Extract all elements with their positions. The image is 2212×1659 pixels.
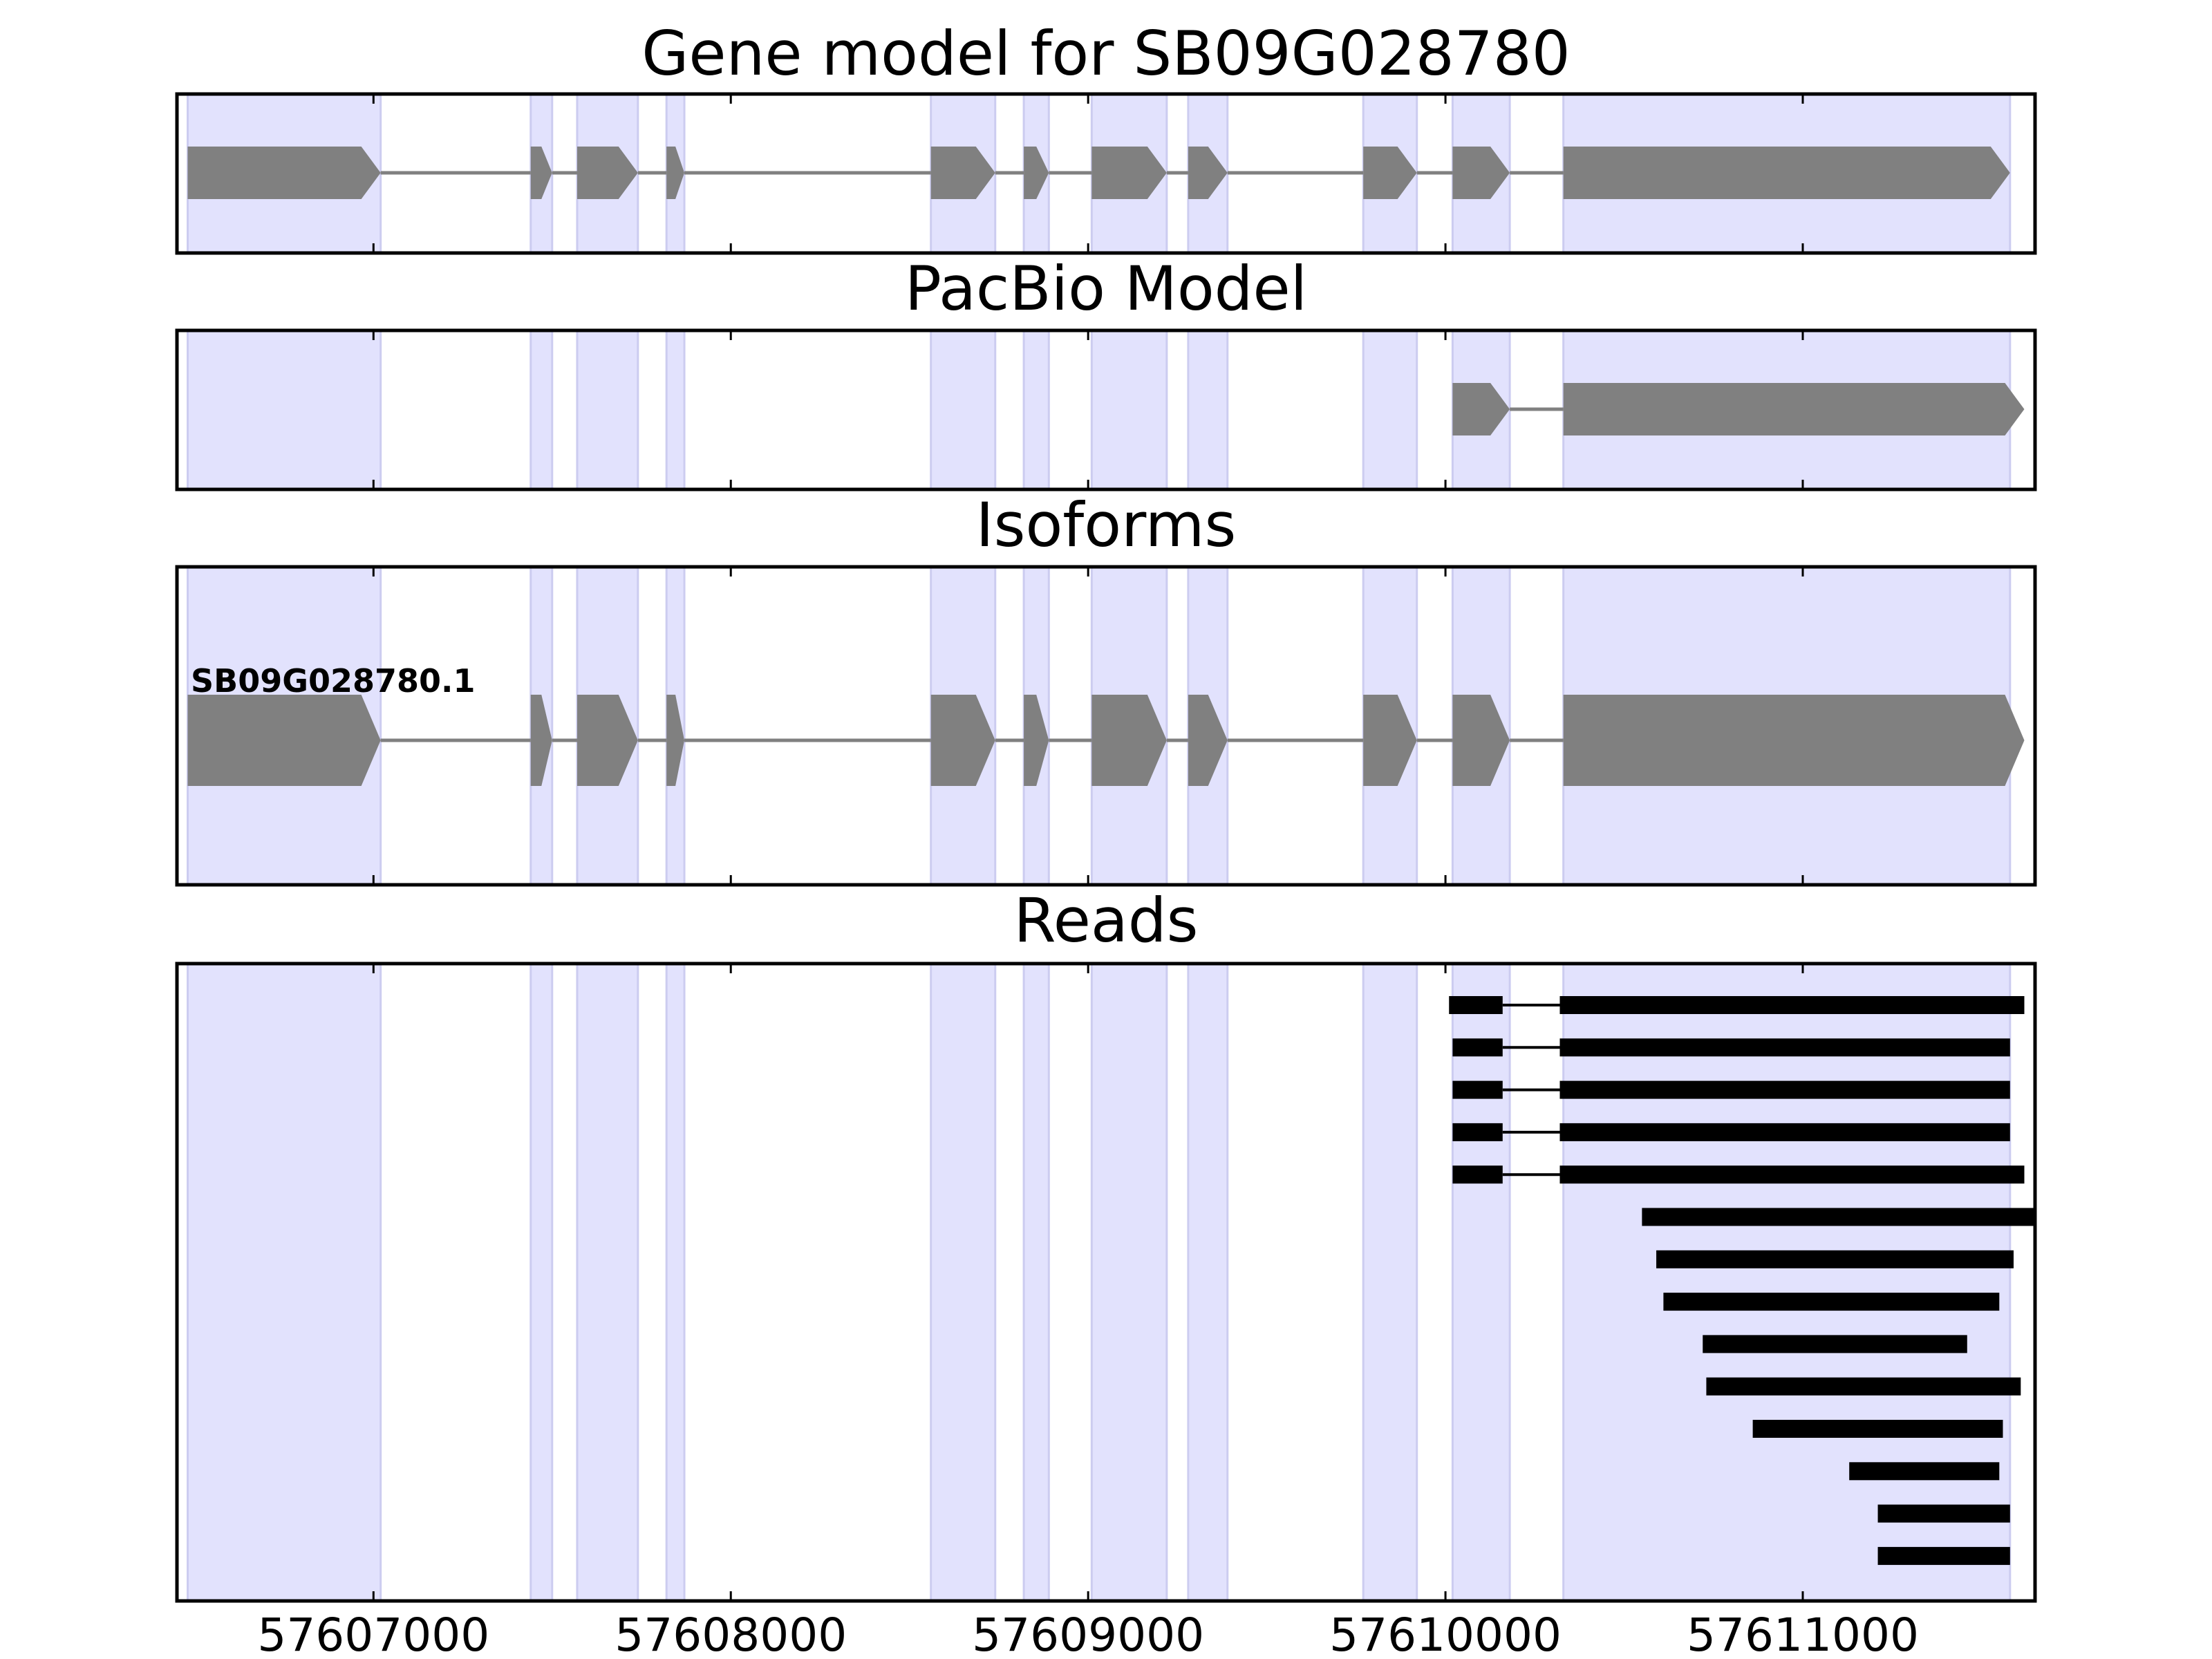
exon-block: [666, 147, 685, 199]
pacbio-model-panel: PacBio Model: [175, 253, 2037, 491]
exon-highlight-band: [930, 962, 997, 1602]
exon-highlight-band: [576, 962, 639, 1602]
exon-highlight-band: [1022, 962, 1050, 1602]
exon-block: [1452, 383, 1510, 435]
isoforms-panel: Isoforms SB09G028780.1: [175, 489, 2037, 887]
read-block: [1449, 996, 1503, 1014]
exon-block: [1091, 695, 1167, 786]
x-tick-label: 57611000: [1687, 1609, 1919, 1659]
x-axis-ticks: 57607000 57608000 57609000 57610000 57611000: [257, 1609, 1919, 1659]
exon-highlight-band: [576, 329, 639, 491]
exon-block: [187, 695, 381, 786]
isoform-label: SB09G028780.1: [191, 662, 475, 700]
read-block: [1642, 1208, 2035, 1226]
axes-frame: [175, 328, 2037, 491]
exon-highlight-band: [529, 329, 554, 491]
panel-title-isoforms: Isoforms: [976, 489, 1237, 561]
panel-title-pacbio-model: PacBio Model: [905, 253, 1307, 324]
exon-highlight-band: [1022, 329, 1050, 491]
exon-block: [930, 695, 995, 786]
panel-title-gene-model: Gene model for SB09G028780: [641, 18, 1571, 89]
exon-block: [1024, 147, 1049, 199]
exon-block: [666, 695, 685, 786]
read-block: [1452, 1165, 1503, 1184]
read-block: [1877, 1546, 2010, 1565]
reads-panel: Reads: [175, 885, 2037, 1603]
exon-block: [1024, 695, 1049, 786]
x-tick-label: 57608000: [615, 1609, 847, 1659]
read-block: [1452, 1038, 1503, 1057]
exon-block: [1452, 695, 1510, 786]
exon-block: [1563, 383, 2025, 435]
read-block: [1877, 1504, 2010, 1523]
read-block: [1559, 1080, 2010, 1099]
exon-block: [1188, 695, 1228, 786]
read-block: [1559, 1165, 2025, 1184]
read-block: [1663, 1293, 2000, 1311]
exon-highlight-band: [1090, 962, 1168, 1602]
x-tick-label: 57609000: [972, 1609, 1204, 1659]
exon-highlight-band: [529, 962, 554, 1602]
exon-highlight-band: [1362, 962, 1418, 1602]
exon-block: [1363, 695, 1417, 786]
exon-highlight-band: [187, 329, 382, 491]
exon-highlight-band: [1090, 329, 1168, 491]
read-block: [1752, 1420, 2003, 1438]
exon-block: [1563, 147, 2010, 199]
exon-block: [577, 147, 638, 199]
exon-block: [1363, 147, 1417, 199]
read-block: [1559, 996, 2025, 1014]
exon-highlight-band: [187, 962, 382, 1602]
exon-highlight-band: [665, 962, 686, 1602]
read-block: [1452, 1080, 1503, 1099]
axes-frame: [175, 92, 2037, 255]
read-block: [1452, 1123, 1503, 1141]
exon-highlight-band: [1187, 962, 1229, 1602]
gene-model-panel: Gene model for SB09G028780: [175, 18, 2037, 255]
exon-highlight-band: [1362, 329, 1418, 491]
exon-highlight-band: [1562, 962, 2012, 1602]
panel-title-reads: Reads: [1014, 885, 1199, 956]
exon-highlight-band: [930, 329, 997, 491]
exon-highlight-band: [665, 329, 686, 491]
read-block: [1656, 1250, 2014, 1268]
exon-block: [530, 147, 552, 199]
exon-block: [577, 695, 638, 786]
exon-block: [530, 695, 552, 786]
exon-highlight-band: [1187, 329, 1229, 491]
exon-highlight-band: [1451, 962, 1511, 1602]
exon-block: [187, 147, 381, 199]
x-tick-label: 57607000: [257, 1609, 489, 1659]
read-block: [1559, 1038, 2010, 1057]
exon-block: [1188, 147, 1228, 199]
read-block: [1849, 1462, 2000, 1481]
axes-frame: [175, 962, 2037, 1603]
x-tick-label: 57610000: [1329, 1609, 1562, 1659]
read-block: [1559, 1123, 2010, 1141]
exon-block: [1091, 147, 1167, 199]
read-block: [1703, 1335, 1967, 1353]
axes-frame: [175, 565, 2037, 887]
exon-block: [1452, 147, 1510, 199]
exon-block: [930, 147, 995, 199]
exon-block: [1563, 695, 2025, 786]
read-block: [1706, 1377, 2021, 1396]
